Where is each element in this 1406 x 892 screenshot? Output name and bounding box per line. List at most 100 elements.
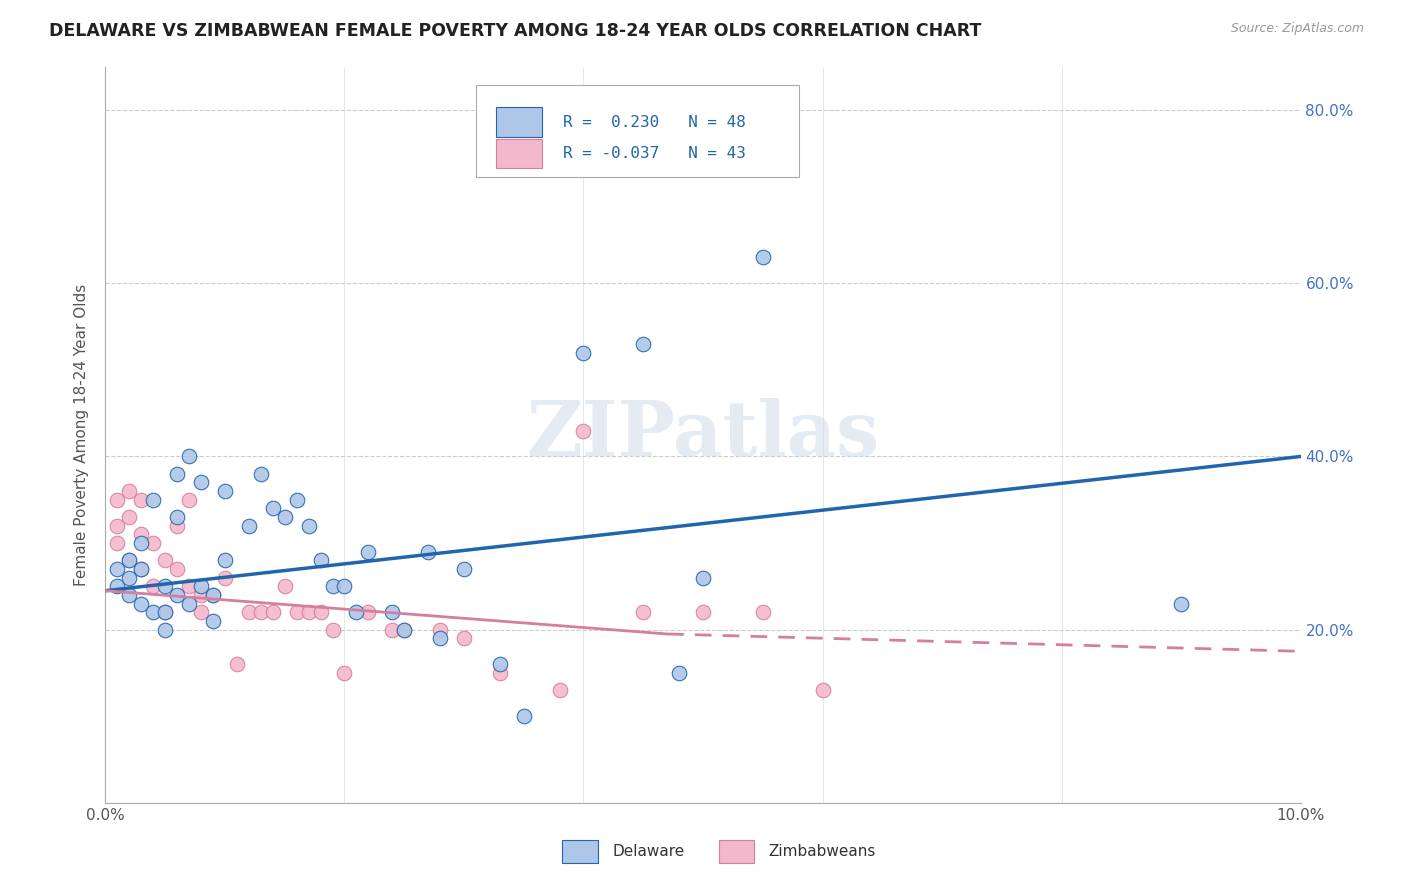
Point [333, 579, 356, 593]
Point [166, 467, 188, 481]
Point [166, 510, 188, 524]
Point [333, 665, 356, 680]
Point [262, 605, 284, 619]
Point [489, 665, 512, 680]
Point [418, 545, 440, 559]
Text: R = -0.037   N = 43: R = -0.037 N = 43 [564, 146, 747, 161]
Point [321, 623, 344, 637]
Point [202, 588, 225, 602]
Text: Delaware: Delaware [612, 844, 685, 859]
FancyBboxPatch shape [718, 839, 755, 863]
Point [285, 605, 308, 619]
Point [285, 492, 308, 507]
Point [129, 562, 153, 576]
Point [298, 605, 321, 619]
Point [273, 510, 295, 524]
Point [118, 588, 141, 602]
Point [155, 605, 177, 619]
Point [202, 614, 225, 628]
Point [572, 424, 595, 438]
Point [107, 492, 129, 507]
Text: DELAWARE VS ZIMBABWEAN FEMALE POVERTY AMONG 18-24 YEAR OLDS CORRELATION CHART: DELAWARE VS ZIMBABWEAN FEMALE POVERTY AM… [49, 22, 981, 40]
Text: Source: ZipAtlas.com: Source: ZipAtlas.com [1230, 22, 1364, 36]
Text: R =  0.230   N = 48: R = 0.230 N = 48 [564, 114, 747, 129]
Point [142, 579, 165, 593]
Point [107, 536, 129, 550]
Point [453, 632, 475, 646]
Point [155, 623, 177, 637]
Point [751, 605, 773, 619]
Point [489, 657, 512, 672]
Point [190, 588, 212, 602]
Point [166, 588, 188, 602]
FancyBboxPatch shape [562, 839, 598, 863]
Point [692, 571, 714, 585]
Text: Zimbabweans: Zimbabweans [769, 844, 876, 859]
FancyBboxPatch shape [496, 107, 541, 136]
Point [107, 562, 129, 576]
Point [129, 536, 153, 550]
Point [214, 571, 236, 585]
Point [129, 527, 153, 541]
Point [155, 605, 177, 619]
Point [142, 492, 165, 507]
Point [177, 597, 201, 611]
Point [273, 579, 295, 593]
Point [129, 562, 153, 576]
Point [177, 450, 201, 464]
Point [309, 553, 332, 567]
FancyBboxPatch shape [475, 86, 799, 178]
Point [155, 579, 177, 593]
Point [166, 518, 188, 533]
Point [1170, 597, 1192, 611]
Point [177, 492, 201, 507]
Point [381, 605, 404, 619]
Point [118, 553, 141, 567]
Point [633, 605, 655, 619]
Point [107, 579, 129, 593]
Point [513, 709, 536, 723]
Point [321, 579, 344, 593]
Point [214, 553, 236, 567]
Point [453, 562, 475, 576]
Point [225, 657, 249, 672]
Point [429, 632, 451, 646]
Point [394, 623, 416, 637]
Point [751, 251, 773, 265]
Point [118, 484, 141, 499]
Point [129, 492, 153, 507]
Point [238, 518, 260, 533]
Point [548, 683, 571, 698]
Point [118, 553, 141, 567]
Point [129, 597, 153, 611]
Point [309, 605, 332, 619]
Point [394, 623, 416, 637]
Point [633, 337, 655, 351]
Point [238, 605, 260, 619]
Point [118, 571, 141, 585]
Point [202, 588, 225, 602]
Point [262, 501, 284, 516]
Point [357, 605, 380, 619]
Point [190, 579, 212, 593]
Point [155, 553, 177, 567]
Point [190, 475, 212, 490]
Point [346, 605, 368, 619]
Point [572, 345, 595, 359]
Point [107, 518, 129, 533]
Point [381, 623, 404, 637]
Point [142, 536, 165, 550]
Point [214, 484, 236, 499]
Point [118, 510, 141, 524]
Point [429, 623, 451, 637]
Point [250, 605, 273, 619]
Point [811, 683, 834, 698]
Y-axis label: Female Poverty Among 18-24 Year Olds: Female Poverty Among 18-24 Year Olds [75, 284, 90, 586]
Point [668, 665, 690, 680]
Point [692, 605, 714, 619]
Point [250, 467, 273, 481]
FancyBboxPatch shape [496, 139, 541, 169]
Point [177, 579, 201, 593]
Point [166, 562, 188, 576]
Point [142, 605, 165, 619]
